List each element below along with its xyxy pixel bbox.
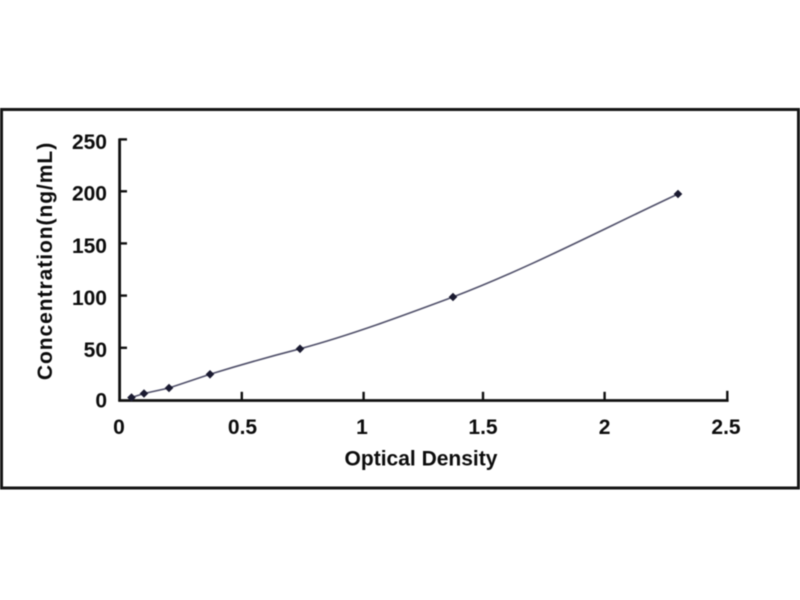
svg-text:250: 250 [72,131,107,154]
svg-text:2.5: 2.5 [711,416,741,439]
svg-text:Optical Density: Optical Density [345,448,498,471]
svg-text:0: 0 [95,390,107,413]
svg-text:150: 150 [72,235,107,258]
svg-text:Concentration(ng/mL): Concentration(ng/mL) [34,142,57,380]
svg-text:2: 2 [599,416,611,439]
svg-text:50: 50 [84,339,107,362]
svg-text:0: 0 [113,416,125,439]
svg-text:0.5: 0.5 [228,416,258,439]
svg-text:1.5: 1.5 [468,416,498,439]
svg-text:200: 200 [72,183,107,206]
svg-text:100: 100 [72,287,107,310]
svg-text:1: 1 [356,416,368,439]
